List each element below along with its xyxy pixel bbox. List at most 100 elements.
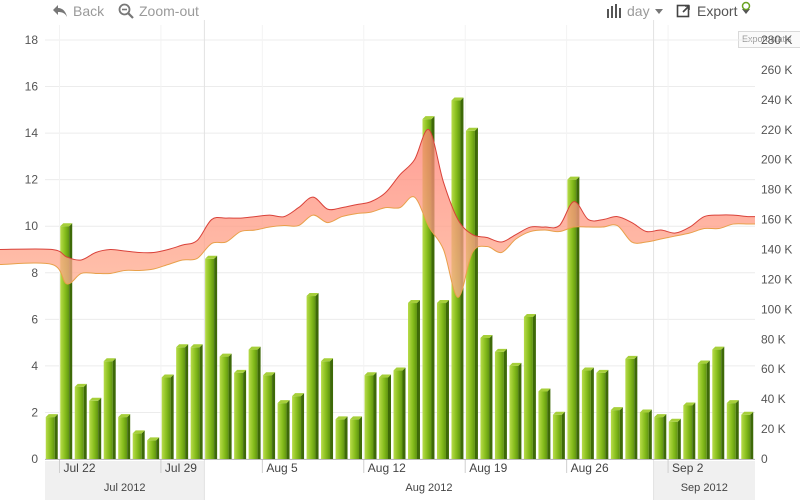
- month-band: [45, 461, 205, 500]
- y-right-tick-label: 140 K: [761, 243, 792, 257]
- y-left-tick-label: 12: [25, 173, 39, 187]
- x-tick-label: Jul 22: [63, 461, 95, 475]
- y-left-tick-label: 2: [31, 405, 38, 419]
- bar: [205, 255, 218, 459]
- bar: [147, 437, 160, 459]
- month-band: [204, 461, 654, 500]
- y-right-tick-label: 200 K: [761, 153, 792, 167]
- bar: [712, 346, 725, 459]
- bar: [393, 367, 406, 459]
- bar: [89, 397, 102, 459]
- bar: [74, 383, 87, 459]
- range-band-series: [0, 129, 756, 298]
- bar: [219, 353, 232, 459]
- bar: [379, 374, 392, 459]
- bar: [335, 416, 348, 459]
- bar: [350, 416, 363, 459]
- chevron-down-icon: [654, 9, 663, 14]
- month-label: Aug 2012: [405, 482, 452, 494]
- bar: [263, 372, 276, 459]
- zoom-out-button[interactable]: Zoom-out: [118, 3, 199, 19]
- x-tick-label: Aug 5: [266, 461, 298, 475]
- y-left-tick-label: 10: [25, 219, 39, 233]
- bar: [610, 407, 623, 459]
- bar: [683, 402, 696, 459]
- bar-series: [45, 97, 754, 460]
- bar: [118, 414, 131, 459]
- x-tick-label: Aug 12: [368, 461, 406, 475]
- y-right-tick-label: 160 K: [761, 213, 792, 227]
- y-right-tick-label: 120 K: [761, 272, 792, 286]
- back-label: Back: [73, 3, 105, 19]
- bar: [292, 393, 305, 459]
- bar: [161, 374, 174, 459]
- y-right-tick-label: 0: [761, 452, 768, 466]
- y-right-tick-label: 60 K: [761, 362, 786, 376]
- bar: [523, 314, 536, 459]
- y-right-tick-label: 40 K: [761, 392, 786, 406]
- bar: [132, 430, 145, 459]
- y-left-tick-label: 16: [25, 80, 39, 94]
- loading-indicator-icon: [742, 1, 751, 11]
- bar: [176, 344, 189, 459]
- y-left-tick-label: 14: [25, 126, 39, 140]
- month-footer: Jul 2012 Aug 2012 Sep 2012: [45, 20, 755, 500]
- bar: [552, 411, 565, 459]
- bar: [248, 346, 261, 459]
- y-right-tick-label: 100 K: [761, 302, 792, 316]
- y-right-tick-label: 180 K: [761, 183, 792, 197]
- bar: [494, 348, 507, 459]
- bar: [741, 411, 754, 459]
- axes: 0 2 4 6 8 10 12 14 16 18 0 20 K 40 K 60 K 80 K 100 K 120…: [25, 33, 793, 475]
- bar: [697, 360, 710, 459]
- bar: [103, 358, 116, 459]
- range-band-lower-line: [0, 196, 755, 298]
- export-button[interactable]: Export: [676, 1, 751, 19]
- y-right-tick-label: 220 K: [761, 123, 792, 137]
- x-tick-label: Aug 19: [469, 461, 507, 475]
- bar: [625, 355, 638, 459]
- bar: [538, 388, 551, 459]
- bar: [306, 293, 319, 459]
- bar: [509, 362, 522, 459]
- y-right-tick-label: 240 K: [761, 93, 792, 107]
- y-left-tick-label: 18: [25, 33, 39, 47]
- bar: [277, 400, 290, 459]
- back-button[interactable]: Back: [52, 3, 104, 19]
- export-icon: [676, 4, 690, 18]
- y-left-tick-label: 8: [31, 266, 38, 280]
- chart-toolbar: Back Zoom-out day Export: [0, 0, 800, 48]
- x-tick-label: Sep 2: [672, 461, 704, 475]
- x-tick-label: Jul 29: [165, 461, 197, 475]
- zoom-out-label: Zoom-out: [139, 3, 199, 19]
- bar: [321, 358, 334, 459]
- range-label: day: [627, 3, 650, 19]
- month-label: Jul 2012: [104, 482, 146, 494]
- export-label: Export: [697, 3, 738, 19]
- bar: [668, 418, 681, 459]
- month-label: Sep 2012: [681, 482, 728, 494]
- y-right-tick-label: 280 K: [761, 33, 792, 47]
- bar: [234, 369, 247, 459]
- back-arrow-icon: [53, 5, 67, 17]
- y-right-tick-label: 20 K: [761, 422, 786, 436]
- bar: [726, 400, 739, 459]
- bar-chart-icon: [607, 4, 621, 18]
- y-left-tick-label: 4: [31, 359, 38, 373]
- bar: [639, 409, 652, 459]
- month-band: [653, 461, 755, 500]
- range-band-area: [0, 129, 755, 298]
- y-left-tick-label: 0: [31, 452, 38, 466]
- bar: [407, 300, 420, 459]
- bar: [596, 369, 609, 459]
- bar: [45, 414, 58, 459]
- bar: [364, 372, 377, 459]
- chevron-down-icon: [742, 9, 751, 14]
- bar: [567, 176, 580, 459]
- bar: [480, 334, 493, 459]
- x-tick-label: Aug 26: [571, 461, 609, 475]
- y-right-tick-label: 260 K: [761, 63, 792, 77]
- range-dropdown[interactable]: day: [606, 3, 663, 19]
- bar: [190, 344, 203, 459]
